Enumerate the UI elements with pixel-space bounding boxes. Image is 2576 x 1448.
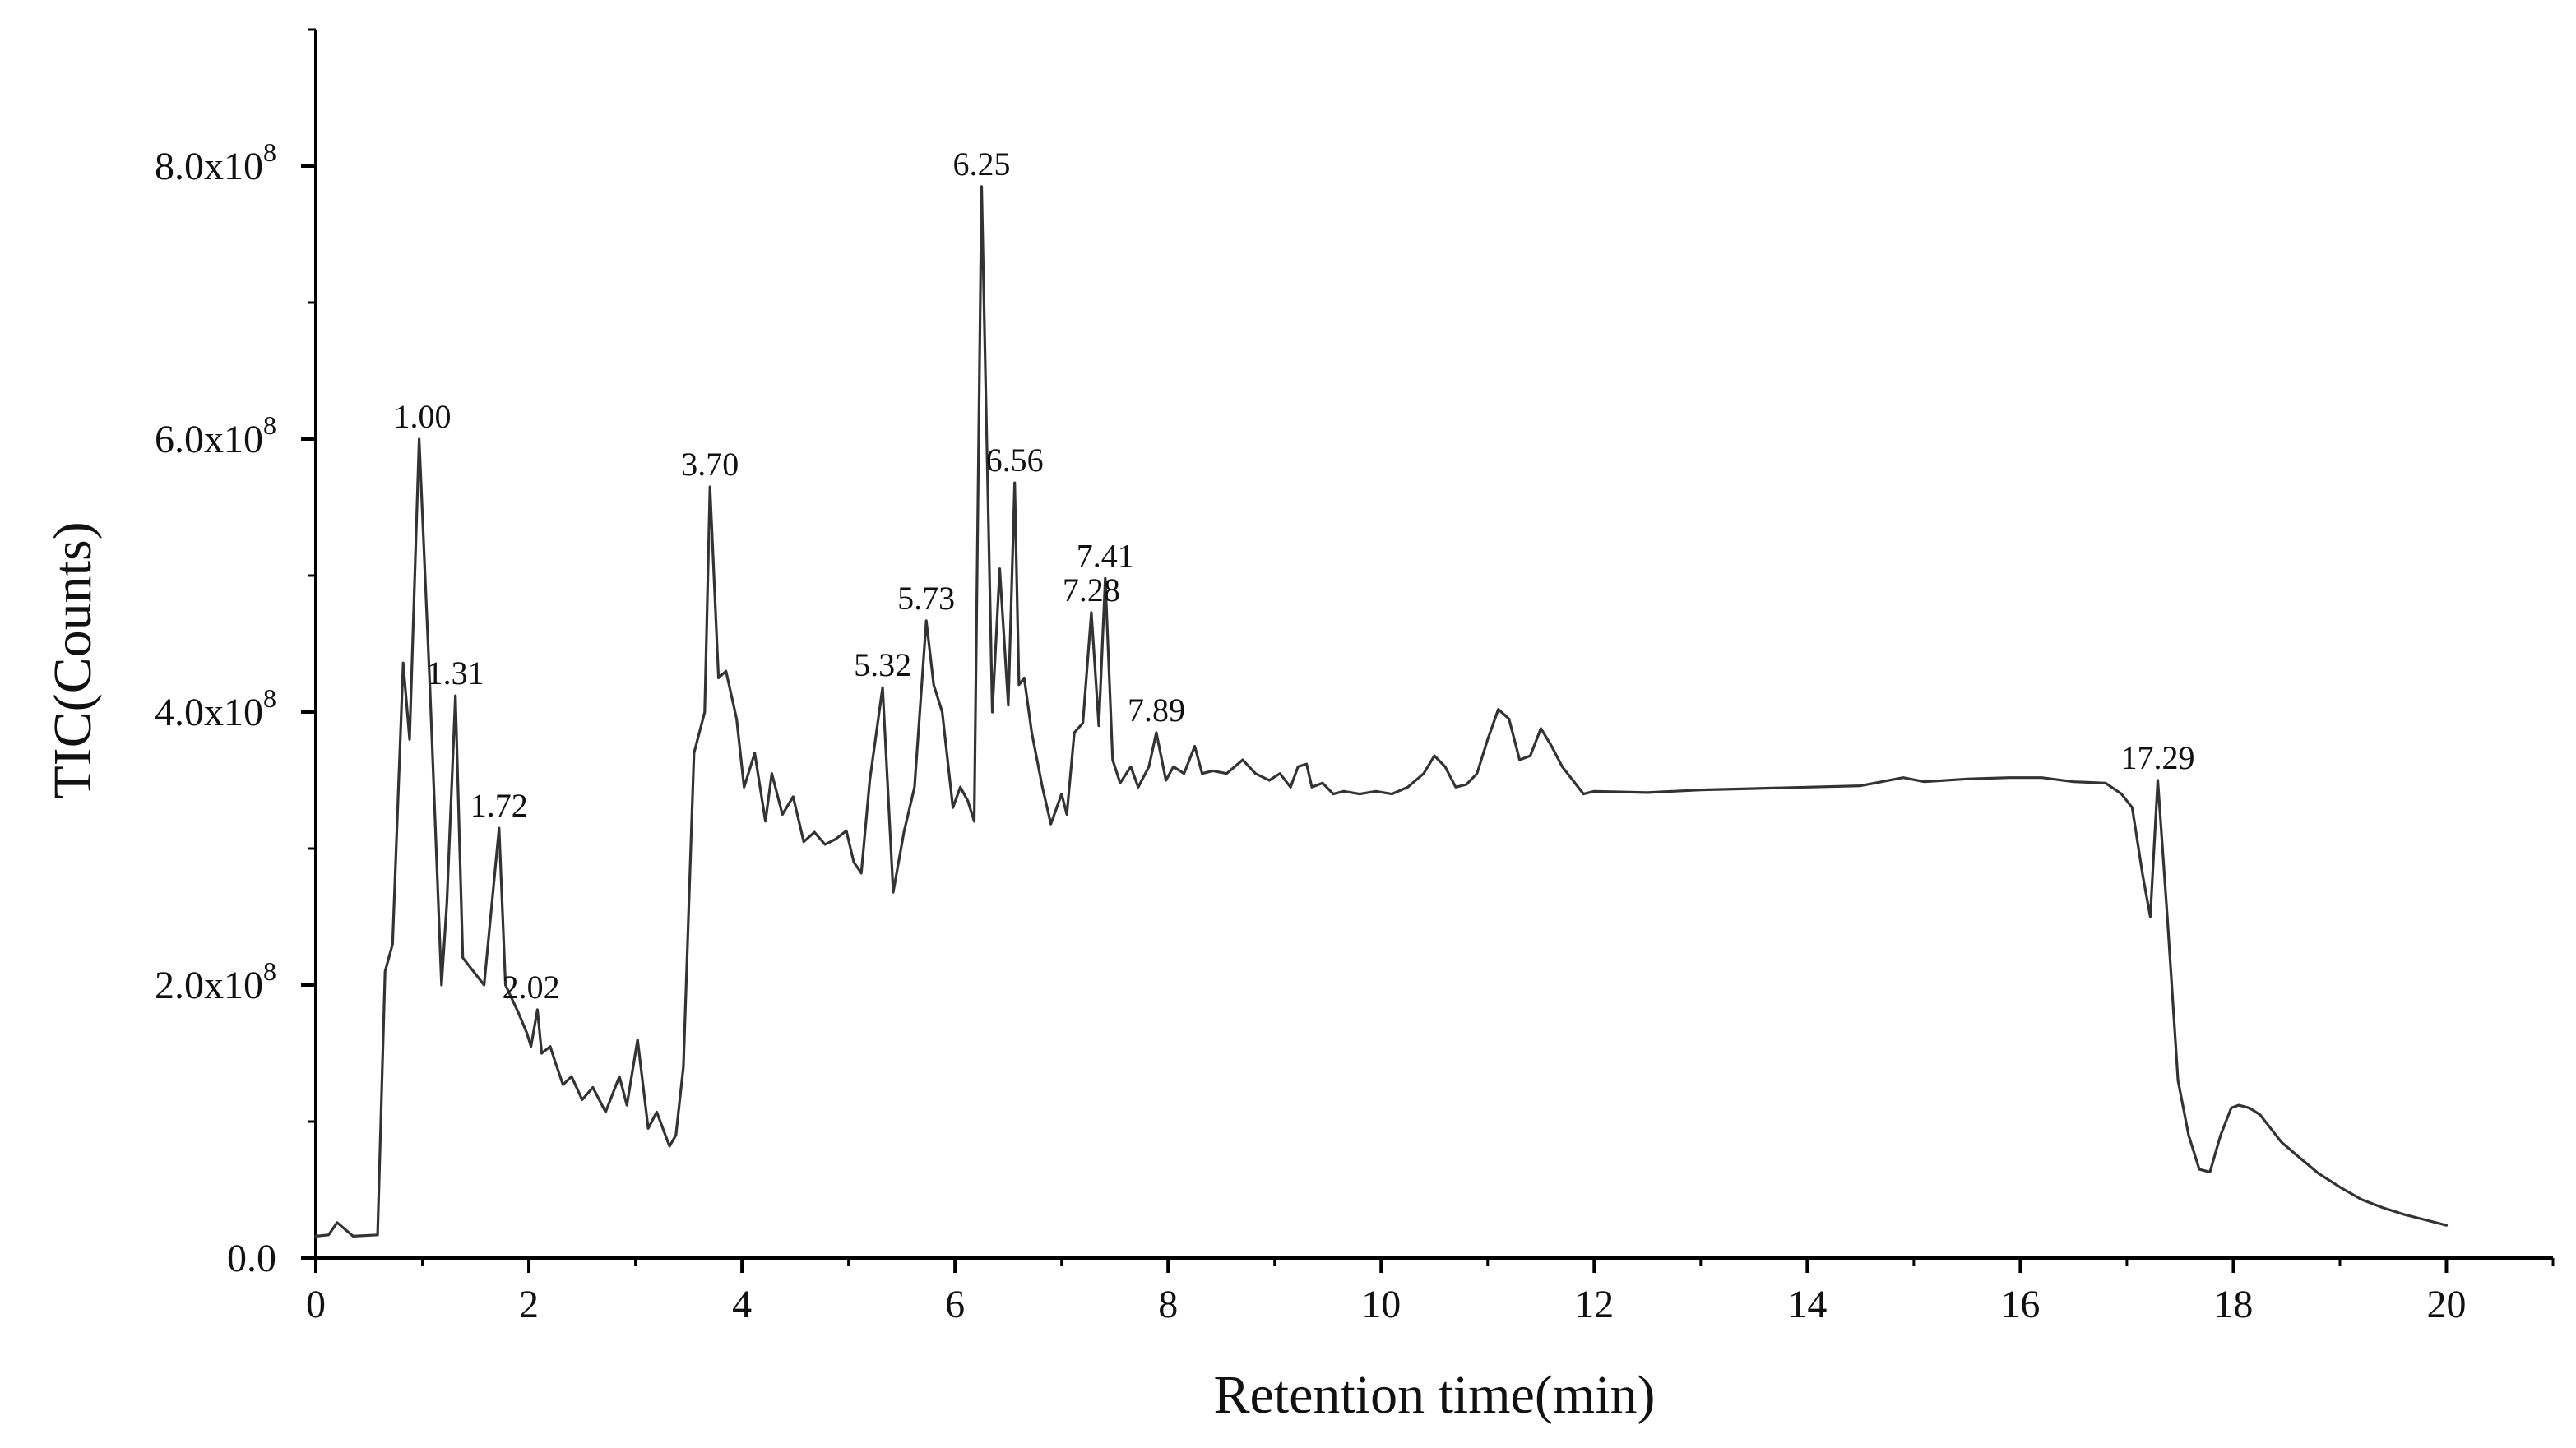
- x-tick-label: 10: [1361, 1283, 1401, 1326]
- series-group: [314, 185, 2449, 1238]
- x-tick-label: 20: [2426, 1283, 2466, 1326]
- y-tick-label: 2.0x108: [155, 956, 276, 1007]
- x-tick-label: 14: [1787, 1283, 1827, 1326]
- peak-label: 7.28: [1063, 571, 1120, 608]
- peak-label: 17.29: [2120, 739, 2194, 776]
- y-tick-label: 8.0x108: [155, 137, 276, 188]
- x-tick-label: 8: [1158, 1283, 1178, 1326]
- y-axis-ticks: 0.0 2.0x108 4.0x108 6.0x108 8.0x108: [155, 28, 316, 1280]
- x-axis-title: Retention time(min): [1213, 1365, 1655, 1425]
- x-axis-ticks: 0 2 4 6 8 10 12 14 16 18 20: [306, 1258, 2555, 1326]
- x-tick-label: 16: [2000, 1283, 2040, 1326]
- axes: [314, 30, 2553, 1260]
- peak-label: 1.31: [427, 655, 484, 692]
- x-tick-label: 6: [945, 1283, 965, 1326]
- peak-label: 3.70: [681, 446, 739, 483]
- tic-series-line: [314, 185, 2449, 1238]
- x-tick-label: 4: [732, 1283, 752, 1326]
- peak-label: 6.56: [986, 442, 1044, 479]
- x-tick-label: 12: [1574, 1283, 1614, 1326]
- y-tick-label: 0.0: [227, 1237, 276, 1280]
- y-axis-title: TIC(Counts): [43, 521, 103, 798]
- peak-label: 5.32: [854, 646, 911, 683]
- y-tick-label: 6.0x108: [155, 410, 276, 461]
- peak-label: 7.89: [1128, 692, 1185, 729]
- peak-label: 5.73: [897, 580, 955, 617]
- peak-label: 6.25: [953, 146, 1011, 183]
- peak-label: 7.41: [1077, 537, 1134, 574]
- peak-label: 1.72: [470, 787, 528, 824]
- peak-labels: 1.00 1.31 1.72 2.02 3.70 5.32 5.73 6.25 6.56 7.28…: [394, 146, 2195, 1006]
- x-tick-label: 18: [2213, 1283, 2253, 1326]
- x-tick-label: 2: [519, 1283, 539, 1326]
- y-tick-label: 4.0x108: [155, 683, 276, 734]
- peak-label: 1.00: [394, 398, 452, 435]
- x-tick-label: 0: [306, 1283, 326, 1326]
- peak-label: 2.02: [503, 969, 560, 1006]
